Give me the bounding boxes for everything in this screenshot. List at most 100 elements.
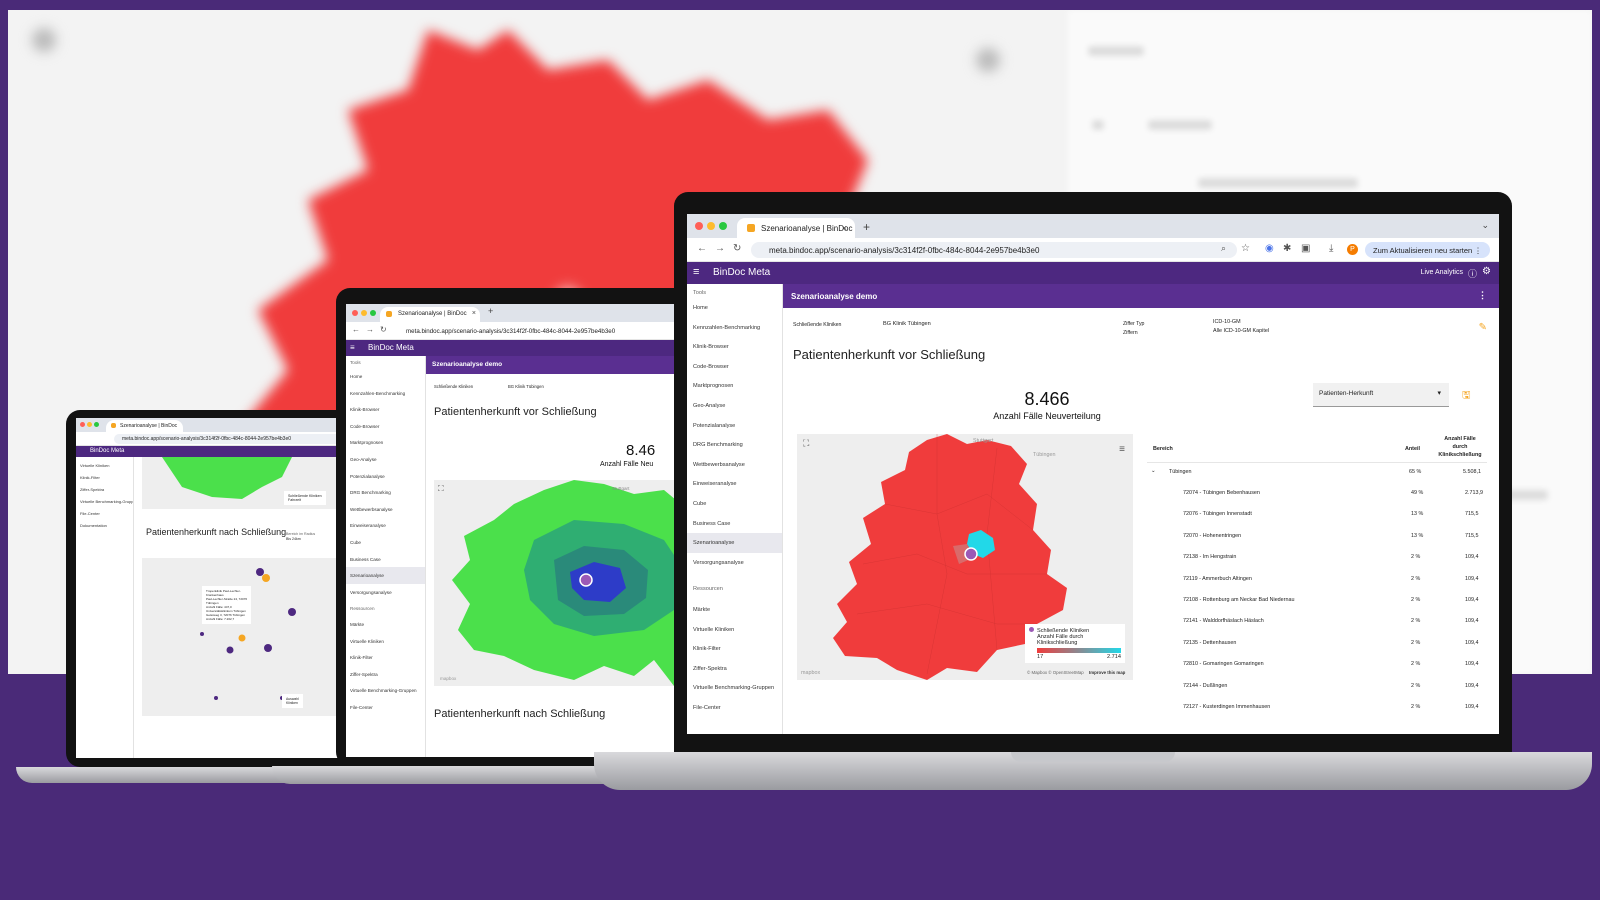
reload-icon[interactable]: ↻ — [380, 325, 387, 334]
close-tab-icon[interactable]: × — [841, 223, 847, 233]
sidebar-item[interactable]: Klinik-Filter — [80, 475, 100, 480]
sidebar-item-szenarioanalyse[interactable]: Szenarioanalyse — [346, 567, 425, 584]
sidebar-item-drg-benchmarking[interactable]: DRG Benchmarking — [693, 442, 743, 449]
row-name[interactable]: 72076 - Tübingen Innenstadt — [1183, 511, 1252, 518]
sidebar-item-home[interactable]: Home — [693, 305, 708, 311]
menu-icon[interactable]: ≡ — [693, 266, 700, 278]
sidebar-item-geo-analyse[interactable]: Geo-Analyse — [350, 457, 377, 462]
row-name[interactable]: 72135 - Dettenhausen — [1183, 639, 1237, 646]
url-field[interactable]: meta.bindoc.app/scenario-analysis/3c314f… — [114, 434, 374, 444]
row-name[interactable]: 72138 - Im Hengstrain — [1183, 554, 1237, 561]
sidebar-item[interactable]: Ziffer-Spektra — [80, 487, 105, 492]
col-header-anteil[interactable]: Anteil — [1405, 446, 1420, 452]
zoom-icon[interactable]: ⌕ — [1221, 243, 1227, 253]
sidebar-item[interactable]: File-Center — [80, 511, 100, 516]
sidebar-item[interactable]: Virtuelle Benchmarking-Gruppen — [80, 499, 133, 504]
edit-pencil-icon[interactable]: ✎ — [1478, 322, 1487, 333]
radius-value[interactable]: Bis 24km — [286, 537, 301, 541]
live-analytics-link[interactable]: Live Analytics — [1420, 269, 1463, 276]
extension-icon[interactable]: ◉ — [1265, 243, 1274, 254]
extensions-icon[interactable]: ▣ — [1301, 243, 1311, 254]
download-icon[interactable]: ⤓ — [1329, 243, 1334, 254]
row-name[interactable]: 72119 - Ammerbuch Altingen — [1183, 575, 1252, 582]
close-tab-icon[interactable]: × — [471, 310, 476, 317]
sidebar-item-klinik-filter[interactable]: Klinik-Filter — [350, 655, 373, 661]
view-dropdown[interactable]: Patienten-Herkunft ▾ — [1313, 383, 1449, 407]
sidebar-item-file-center[interactable]: File-Center — [350, 705, 373, 710]
tab-search-icon[interactable]: ⌄ — [1481, 220, 1489, 230]
row-name[interactable]: 72141 - Walddorfhäslach Häslach — [1183, 618, 1264, 625]
sidebar-item-versorgungsanalyse[interactable]: Versorgungsanalyse — [350, 589, 392, 595]
sidebar-item[interactable]: Virtuelle Kliniken — [80, 463, 110, 468]
restart-update-button[interactable]: Zum Aktualisieren neu starten ⋮ — [1365, 242, 1490, 258]
sidebar-item-file-center[interactable]: File-Center — [693, 705, 721, 711]
sidebar-item-märkte[interactable]: Märkte — [693, 607, 711, 613]
sidebar-item-kennzahlen-benchmarking[interactable]: Kennzahlen-Benchmarking — [350, 390, 406, 396]
expand-chevron-icon[interactable]: ⌄ — [1151, 468, 1156, 474]
save-icon[interactable]: 🖫 — [1462, 390, 1471, 401]
small-browser-tab[interactable]: Szenarioanalyse | BinDoc — [106, 420, 184, 432]
sidebar-item-einweiseranalyse[interactable]: Einweiseranalyse — [350, 523, 386, 529]
forward-icon[interactable]: → — [715, 243, 725, 254]
help-icon[interactable]: ⓘ — [1467, 269, 1477, 279]
back-icon[interactable]: ← — [697, 243, 707, 254]
url-field[interactable]: meta.bindoc.app/scenario-analysis/3c314f… — [751, 242, 1237, 258]
col-header-bereich[interactable]: Bereich — [1153, 446, 1173, 452]
url-field[interactable]: meta.bindoc.app/scenario-analysis/3c314f… — [394, 325, 754, 337]
sidebar-item-klinik-browser[interactable]: Klinik-Browser — [693, 344, 729, 351]
row-name[interactable]: 72074 - Tübingen Bebenhausen — [1183, 490, 1260, 496]
sidebar-item-virtuelle-benchmarking-gruppen[interactable]: Virtuelle Benchmarking-Gruppen — [350, 688, 417, 694]
sidebar-item-virtuelle-kliniken[interactable]: Virtuelle Kliniken — [350, 638, 384, 644]
reload-icon[interactable]: ↻ — [733, 243, 742, 254]
sidebar-item-potenzialanalyse[interactable]: Potenzialanalyse — [693, 422, 736, 429]
sidebar-item-home[interactable]: Home — [350, 374, 363, 379]
fullscreen-icon[interactable]: ⛶ — [803, 438, 810, 448]
sidebar-item-code-browser[interactable]: Code-Browser — [693, 363, 729, 370]
sidebar-item-versorgungsanalyse[interactable]: Versorgungsanalyse — [693, 559, 744, 566]
menu-icon[interactable]: ≡ — [350, 343, 355, 352]
sidebar-item-business-case[interactable]: Business Case — [693, 520, 731, 527]
new-tab-icon[interactable]: + — [863, 220, 871, 234]
sidebar-item-einweiseranalyse[interactable]: Einweiseranalyse — [693, 481, 737, 488]
sidebar-item-potenzialanalyse[interactable]: Potenzialanalyse — [350, 473, 385, 479]
sidebar-item-wettbewerbsanalyse[interactable]: Wettbewerbsanalyse — [350, 506, 393, 512]
extension-puzzle-icon[interactable]: ✱ — [1283, 243, 1292, 254]
sidebar-item-code-browser[interactable]: Code-Browser — [350, 423, 380, 429]
row-name[interactable]: 72144 - Dußlingen — [1183, 682, 1228, 689]
back-icon[interactable]: ← — [352, 325, 360, 334]
bookmark-star-icon[interactable]: ☆ — [1241, 243, 1250, 254]
sidebar-item-business-case[interactable]: Business Case — [350, 556, 381, 562]
layers-menu-icon[interactable]: ≡ — [1119, 444, 1125, 455]
sidebar-item-kennzahlen-benchmarking[interactable]: Kennzahlen-Benchmarking — [693, 324, 761, 331]
sidebar-item-märkte[interactable]: Märkte — [350, 622, 365, 627]
row-name[interactable]: 72070 - Hohenentringen — [1183, 532, 1242, 539]
sidebar-item-ziffer-spektra[interactable]: Ziffer-Spektra — [693, 665, 727, 672]
sidebar-item-szenarioanalyse[interactable]: Szenarioanalyse — [687, 533, 782, 553]
more-options-icon[interactable]: ⋮ — [1478, 290, 1487, 300]
fullscreen-icon[interactable]: ⛶ — [438, 484, 444, 493]
sidebar-item-drg-benchmarking[interactable]: DRG Benchmarking — [350, 490, 391, 496]
row-name[interactable]: 72127 - Kusterdingen Immenhausen — [1183, 704, 1271, 710]
col-header-faelle[interactable]: Anzahl Fälle — [1444, 436, 1476, 442]
sidebar-item-cube[interactable]: Cube — [693, 501, 707, 507]
sidebar-item-geo-analyse[interactable]: Geo-Analyse — [693, 403, 726, 409]
sidebar-item-marktprognosen[interactable]: Marktprognosen — [693, 383, 734, 390]
sidebar-item-virtuelle-kliniken[interactable]: Virtuelle Kliniken — [693, 626, 735, 633]
sidebar-item-marktprognosen[interactable]: Marktprognosen — [350, 440, 384, 446]
large-browser-tab[interactable]: Szenarioanalyse | BinDoc × — [737, 218, 855, 238]
sidebar-item-wettbewerbsanalyse[interactable]: Wettbewerbsanalyse — [693, 461, 745, 468]
sidebar-item-cube[interactable]: Cube — [350, 540, 361, 545]
gear-icon[interactable]: ⚙ — [1482, 266, 1491, 277]
new-tab-icon[interactable]: + — [488, 306, 494, 316]
improve-map-link[interactable]: Improve this map — [1089, 670, 1126, 675]
sidebar-item-klinik-filter[interactable]: Klinik-Filter — [693, 646, 721, 653]
forward-icon[interactable]: → — [366, 325, 374, 334]
profile-avatar[interactable]: P — [1347, 244, 1358, 255]
sidebar-item-klinik-browser[interactable]: Klinik-Browser — [350, 407, 380, 413]
row-name[interactable]: 72810 - Gomaringen Gomaringen — [1183, 661, 1264, 668]
sidebar-item[interactable]: Dokumentation — [80, 523, 107, 528]
row-name[interactable]: 72108 - Rottenburg am Neckar Bad Niedern… — [1183, 597, 1295, 603]
medium-browser-tab[interactable]: Szenarioanalyse | BinDoc × — [380, 307, 480, 322]
sidebar-item-ziffer-spektra[interactable]: Ziffer-Spektra — [350, 671, 378, 677]
sidebar-item-virtuelle-benchmarking-gruppen[interactable]: Virtuelle Benchmarking-Gruppen — [693, 685, 775, 692]
